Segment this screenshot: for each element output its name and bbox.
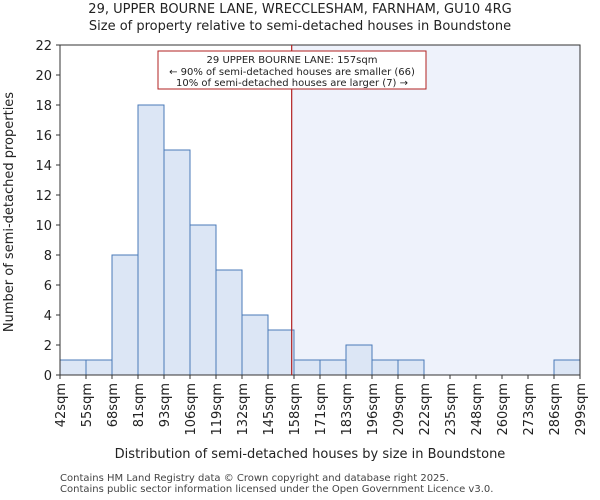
bar-183sqm [345, 344, 373, 376]
bar-68sqm [111, 254, 139, 376]
annotation-line-2: ← 90% of semi-detached houses are smalle… [169, 67, 415, 78]
y-tick-label: 4 [44, 309, 52, 324]
x-tick-label: 158sqm [288, 383, 303, 436]
x-tick-label: 42sqm [54, 383, 69, 427]
x-tick-label: 68sqm [106, 383, 121, 427]
x-tick-label: 55sqm [80, 383, 95, 427]
x-tick-label: 235sqm [444, 383, 459, 436]
x-tick-label: 183sqm [340, 383, 355, 436]
annotation-line-3: 10% of semi-detached houses are larger (… [176, 78, 408, 89]
bar-55sqm [85, 359, 113, 376]
y-tick-label: 0 [44, 369, 52, 384]
bar-158sqm [293, 359, 321, 376]
annotation-line-1: 29 UPPER BOURNE LANE: 157sqm [207, 55, 378, 66]
y-tick-label: 18 [35, 99, 52, 114]
x-tick-label: 286sqm [548, 383, 563, 436]
bar-209sqm [397, 359, 425, 376]
bar-286sqm [553, 359, 581, 376]
x-tick-label: 106sqm [184, 383, 199, 436]
annotation-box [157, 50, 427, 90]
y-tick-label: 22 [35, 39, 52, 54]
x-tick-label: 248sqm [470, 383, 485, 436]
x-tick-label: 222sqm [418, 383, 433, 436]
x-tick-label: 196sqm [366, 383, 381, 436]
x-tick-label: 260sqm [496, 383, 511, 436]
bar-119sqm [215, 269, 243, 376]
footer-copyright: Contains HM Land Registry data © Crown c… [60, 473, 449, 484]
x-tick-label: 132sqm [236, 383, 251, 436]
x-tick-label: 209sqm [392, 383, 407, 436]
bar-42sqm [59, 359, 87, 376]
y-tick-label: 12 [35, 189, 52, 204]
y-tick-label: 2 [44, 339, 52, 354]
x-tick-label: 171sqm [314, 383, 329, 436]
x-tick-label: 299sqm [574, 383, 589, 436]
bar-93sqm [163, 149, 191, 376]
bar-196sqm [371, 359, 399, 376]
x-axis-label: Distribution of semi-detached houses by … [115, 447, 506, 462]
chart-title: 29, UPPER BOURNE LANE, WRECCLESHAM, FARN… [88, 2, 512, 17]
bar-171sqm [319, 359, 347, 376]
bar-106sqm [189, 224, 217, 376]
bar-81sqm [137, 104, 165, 376]
y-tick-label: 10 [35, 219, 52, 234]
y-tick-label: 8 [44, 249, 52, 264]
x-tick-label: 93sqm [158, 383, 173, 427]
x-tick-label: 81sqm [132, 383, 147, 427]
y-tick-label: 20 [35, 69, 52, 84]
x-tick-label: 273sqm [522, 383, 537, 436]
y-tick-label: 14 [35, 159, 52, 174]
bar-145sqm [267, 329, 295, 376]
footer-licence: Contains public sector information licen… [60, 484, 494, 495]
chart-subtitle: Size of property relative to semi-detach… [88, 19, 512, 34]
bar-132sqm [241, 314, 269, 376]
larger-region-shading [291, 45, 580, 375]
y-tick-label: 16 [35, 129, 52, 144]
x-tick-label: 145sqm [262, 383, 277, 436]
y-tick-label: 6 [44, 279, 52, 294]
y-axis-label: Number of semi-detached properties [2, 92, 17, 332]
x-tick-label: 119sqm [210, 383, 225, 436]
